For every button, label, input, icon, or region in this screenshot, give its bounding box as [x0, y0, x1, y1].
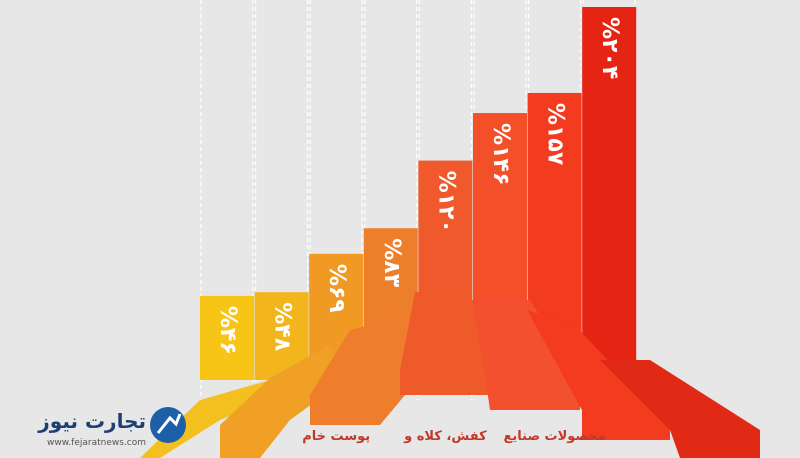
value-label: %۲۰۴: [597, 17, 622, 79]
category-label: پوست خام: [302, 429, 370, 444]
value-label: %۱۵۷: [543, 103, 568, 166]
logo: تجارت نیوز www.fejaratnews.com: [37, 407, 186, 448]
category-label: کفش، کلاه و: [403, 429, 487, 444]
category-label: محصولات صنایع: [504, 429, 606, 444]
value-label: %۴۶: [215, 306, 240, 355]
value-label: %۸۳: [379, 238, 404, 287]
logo-name: تجارت نیوز: [37, 409, 146, 433]
bar: [200, 295, 254, 380]
logo-url: www.fejaratnews.com: [47, 438, 146, 448]
decoration: [140, 292, 760, 458]
bar: [582, 7, 637, 380]
value-label: %۱۲۰: [433, 171, 458, 233]
value-label: %۱۴۶: [488, 123, 513, 185]
logo-icon: [150, 407, 186, 443]
value-label: %۶۹: [324, 264, 349, 313]
value-label: %۴۸: [270, 302, 295, 351]
